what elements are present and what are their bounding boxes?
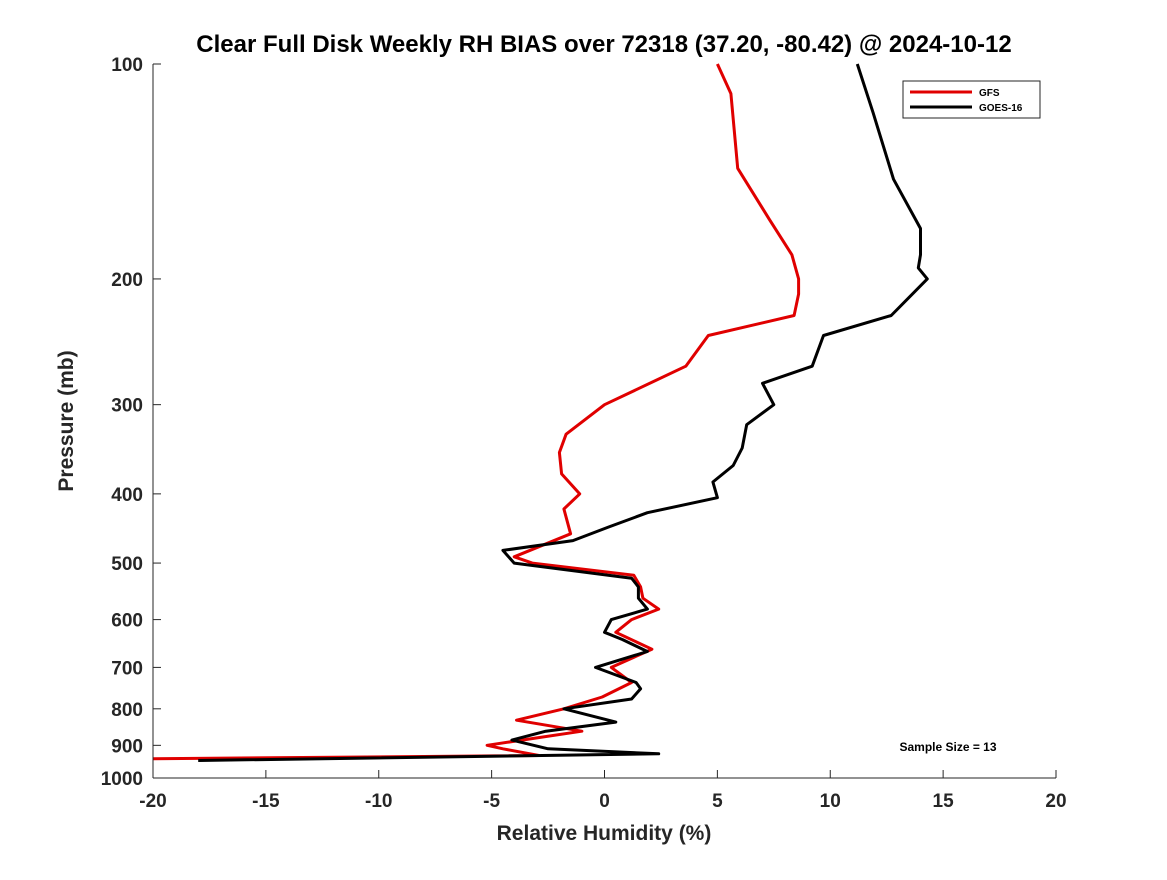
legend: GFS GOES-16	[902, 80, 1041, 119]
legend-label-goes16: GOES-16	[979, 103, 1023, 114]
plot-area	[153, 64, 1056, 778]
chart-title: Clear Full Disk Weekly RH BIAS over 7231…	[196, 31, 1011, 58]
x-tick-label: 0	[599, 791, 610, 812]
x-axis-label: Relative Humidity (%)	[497, 822, 712, 845]
x-tick-label: -15	[252, 791, 280, 812]
y-tick-label: 300	[111, 396, 143, 417]
y-axis-ticks: 100 200 300 400 500 600 700 800 900 1000	[101, 55, 161, 790]
y-tick-label: 800	[111, 700, 143, 721]
legend-box	[902, 80, 1041, 119]
y-tick-label: 900	[111, 736, 143, 757]
y-tick-label: 400	[111, 485, 143, 506]
x-tick-label: 20	[1045, 791, 1066, 812]
y-axis-label: Pressure (mb)	[55, 350, 78, 491]
legend-label-gfs: GFS	[979, 88, 1000, 99]
y-tick-label: 200	[111, 270, 143, 291]
sample-size-annotation: Sample Size = 13	[899, 740, 996, 754]
x-axis-ticks: -20 -15 -10 -5 0 5 10 15 20	[139, 770, 1067, 812]
y-tick-label: 500	[111, 554, 143, 575]
x-tick-label: 5	[712, 791, 723, 812]
x-tick-label: 10	[820, 791, 841, 812]
series-layer	[152, 63, 929, 762]
x-tick-label: -20	[139, 791, 166, 812]
y-tick-label: 600	[111, 611, 143, 632]
x-tick-label: -10	[365, 791, 392, 812]
series-line-goes16	[198, 63, 929, 762]
y-tick-label: 1000	[101, 769, 143, 790]
y-tick-label: 700	[111, 658, 143, 679]
x-tick-label: 15	[933, 791, 955, 812]
x-tick-label: -5	[483, 791, 500, 812]
series-line-gfs	[152, 63, 801, 761]
y-tick-label: 100	[111, 55, 143, 76]
